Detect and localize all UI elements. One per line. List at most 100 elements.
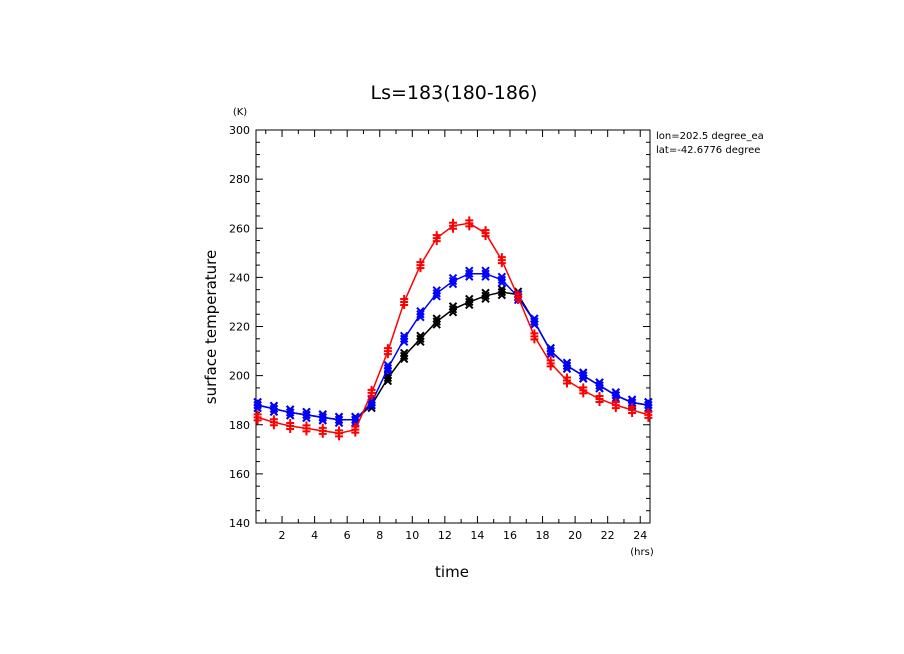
y-tick-label: 140 <box>229 517 250 530</box>
data-point <box>400 300 409 309</box>
data-point <box>579 371 588 380</box>
data-point <box>481 232 490 241</box>
data-point <box>530 317 539 326</box>
data-point <box>253 403 262 413</box>
data-point <box>399 351 409 361</box>
data-point <box>465 297 474 307</box>
data-point <box>416 310 425 319</box>
data-point <box>497 290 507 300</box>
data-point <box>644 400 653 410</box>
series-line <box>257 272 649 421</box>
data-point <box>399 354 409 364</box>
data-point <box>367 391 376 400</box>
x-tick-label: 14 <box>470 529 484 542</box>
x-tick-label: 22 <box>601 529 615 542</box>
x-tick-label: 16 <box>503 529 517 542</box>
plot-frame <box>255 129 651 524</box>
data-point <box>383 373 393 383</box>
data-point <box>269 404 279 413</box>
data-point <box>253 416 262 425</box>
y-tick-label: 180 <box>229 419 250 432</box>
data-point <box>285 408 295 417</box>
data-point <box>530 320 539 329</box>
data-point <box>383 364 393 373</box>
data-point <box>497 278 507 288</box>
data-point <box>302 410 311 420</box>
data-point <box>269 421 278 430</box>
data-point <box>399 334 409 343</box>
data-point <box>562 364 572 374</box>
data-point <box>302 427 311 436</box>
data-point <box>432 289 441 298</box>
x-tick-label: 6 <box>344 529 351 542</box>
x-tick-label: 12 <box>438 529 452 542</box>
data-point <box>530 335 539 344</box>
data-point <box>383 350 392 359</box>
y-tick-label: 200 <box>229 370 250 383</box>
data-point <box>595 381 604 390</box>
data-point <box>481 294 490 304</box>
x-tick-label: 18 <box>536 529 550 542</box>
data-point <box>546 346 555 356</box>
data-point <box>367 401 376 410</box>
data-point <box>627 398 637 407</box>
x-tick-label: 2 <box>279 529 286 542</box>
x-tick-label: 4 <box>311 529 318 542</box>
data-point <box>286 424 295 433</box>
data-point <box>269 407 279 416</box>
x-tick-label: 8 <box>376 529 383 542</box>
data-point <box>432 317 441 326</box>
data-point <box>546 349 555 359</box>
data-point <box>497 287 507 297</box>
y-tick-label: 300 <box>229 124 250 137</box>
data-point <box>285 411 295 420</box>
data-point <box>416 337 425 346</box>
x-tick-label: 20 <box>568 529 582 542</box>
data-point <box>351 428 360 437</box>
data-point <box>497 259 506 268</box>
y-tick-label: 220 <box>229 321 250 334</box>
data-point <box>481 291 490 301</box>
data-point <box>497 275 507 285</box>
data-point <box>595 397 604 406</box>
series-line <box>257 222 649 435</box>
data-point <box>579 374 588 383</box>
data-point <box>416 334 425 343</box>
x-tick-label: 10 <box>405 529 419 542</box>
data-point <box>335 432 344 441</box>
y-axis-label: surface temperature <box>202 250 220 405</box>
data-point <box>465 300 474 310</box>
data-point <box>432 320 441 329</box>
data-point <box>302 413 311 423</box>
data-point <box>546 362 555 371</box>
data-point <box>465 222 474 231</box>
y-tick-label: 280 <box>229 173 250 186</box>
data-point <box>416 264 425 273</box>
data-point <box>448 276 458 286</box>
y-tick-label: 260 <box>229 222 250 235</box>
data-point <box>383 376 393 386</box>
data-point <box>628 409 637 418</box>
data-point <box>399 337 409 346</box>
data-point <box>448 305 458 314</box>
x-unit-label: (hrs) <box>630 547 654 558</box>
data-point <box>465 269 474 278</box>
y-tick-label: 240 <box>229 271 250 284</box>
data-point <box>562 361 572 371</box>
data-point <box>432 292 441 301</box>
data-point <box>432 237 441 246</box>
data-point <box>383 367 393 376</box>
y-unit-label: (K) <box>233 107 247 118</box>
data-point <box>579 389 588 398</box>
data-point <box>611 404 620 413</box>
data-point <box>253 400 262 410</box>
data-point <box>465 272 474 281</box>
data-point <box>367 398 376 407</box>
data-point <box>611 391 621 400</box>
data-point <box>318 416 327 425</box>
data-point <box>449 224 457 233</box>
annotation-lat: lat=-42.6776 degree <box>656 145 760 156</box>
data-point <box>562 379 571 388</box>
data-point <box>416 313 425 322</box>
data-point <box>351 415 360 425</box>
